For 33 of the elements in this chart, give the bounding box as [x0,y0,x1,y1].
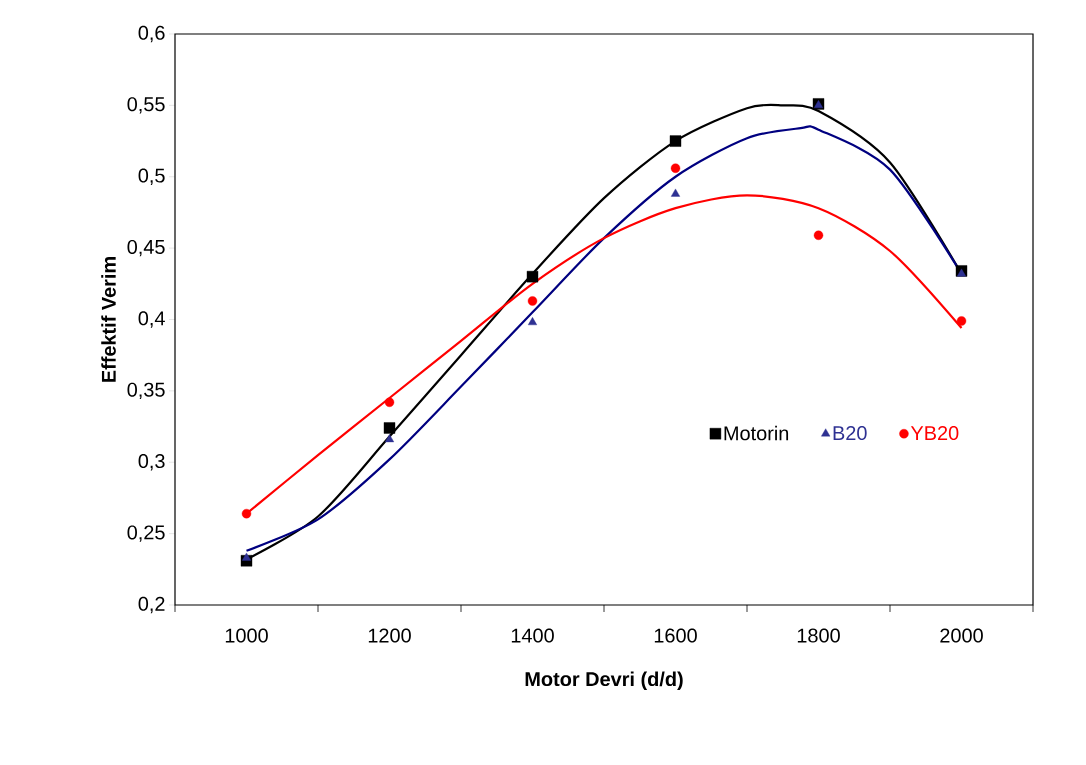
x-tick-label: 1000 [225,628,268,643]
x-tick-label: 1800 [797,628,840,643]
y-tick-label: 0,2 [138,596,165,614]
point [526,270,539,283]
point [670,163,681,173]
y-tick-label: 0,3 [138,454,165,471]
y-tick-label: 0,55 [127,97,165,114]
point [383,422,396,434]
y-tick-label: 0,25 [127,525,165,542]
x-tick-label: 1400 [511,628,554,643]
point [670,188,681,197]
legend-label: YB20 [910,426,959,441]
y-axis-title: Effektif Verim [101,257,116,382]
y-tick-label: 0,5 [138,168,165,185]
x-tick-label: 1600 [654,628,697,643]
legend-label: B20 [833,426,867,441]
y-tick-label: 0,35 [127,382,165,400]
point [527,296,538,306]
y-tick-label: 0,4 [138,311,165,328]
point [813,230,824,240]
legend-label: Motorin [724,425,789,441]
point [241,552,252,561]
y-tick-label: 0,45 [127,239,165,257]
point [669,135,682,147]
y-tick-label: 0,6 [138,25,165,43]
point [527,317,538,326]
point [384,434,395,443]
point [384,397,395,407]
x-tick-label: 1200 [368,628,411,643]
x-axis-title: Motor Devri (d/d) [525,671,683,691]
point [956,316,967,326]
point [241,508,252,519]
x-tick-label: 2000 [940,628,983,643]
